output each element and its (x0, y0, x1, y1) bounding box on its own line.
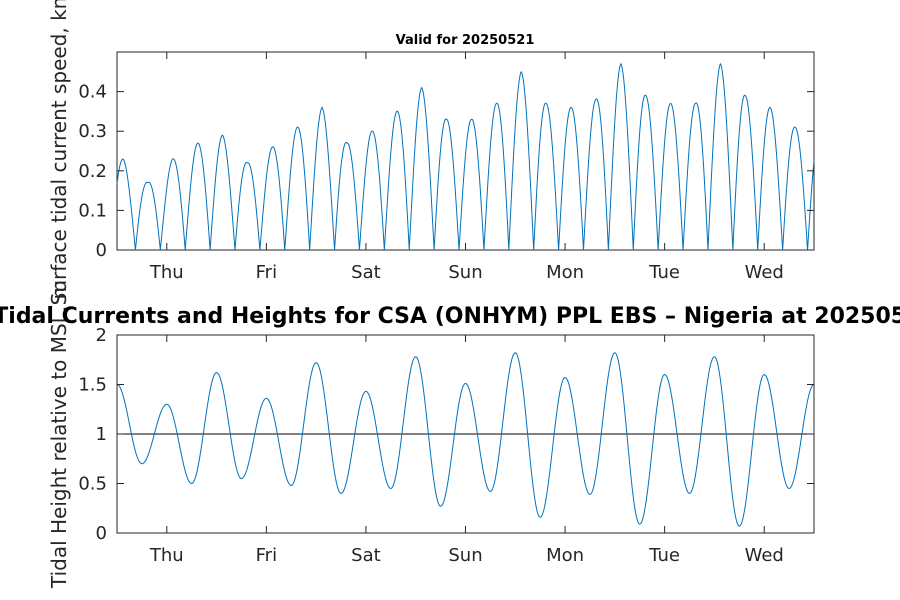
current-speed-y-ticks: 0 0.1 0.2 0.3 0.4 (78, 82, 814, 261)
y-tick-label: 0.5 (78, 474, 107, 495)
figure-title: Tidal Currents and Heights for CSA (ONHY… (0, 304, 900, 329)
current-speed-title: Valid for 20250521 (396, 33, 535, 48)
tidal-height-y-ticks: 0 0.5 1 1.5 2 (78, 325, 814, 544)
tidal-height-line (116, 352, 815, 527)
x-tick-label: Tue (648, 262, 680, 283)
x-tick-label: Sat (351, 262, 381, 283)
x-tick-label: Sat (351, 545, 381, 566)
x-tick-label: Fri (256, 545, 277, 566)
x-tick-label: Mon (546, 262, 584, 283)
tidal-height-x-ticks: Thu Fri Sat Sun Mon Tue Wed (149, 335, 784, 566)
x-tick-label: Sun (448, 262, 482, 283)
tidal-height-series (116, 352, 815, 527)
current-speed-series (116, 62, 815, 251)
x-tick-label: Fri (256, 262, 277, 283)
x-tick-label: Mon (546, 545, 584, 566)
x-tick-label: Thu (149, 545, 184, 566)
x-tick-label: Tue (648, 545, 680, 566)
y-tick-label: 0.2 (78, 161, 107, 182)
tidal-height-axes: 0 0.5 1 1.5 2 Thu Fri Sat Sun Mon Tue Wed Tidal He… (47, 280, 815, 589)
current-speed-line (116, 62, 815, 251)
y-tick-label: 0.4 (78, 82, 107, 103)
y-tick-label: 1 (96, 424, 107, 445)
y-tick-label: 0 (96, 240, 107, 261)
current-speed-y-label: Surface tidal current speed, kn (47, 0, 71, 305)
y-tick-label: 0.1 (78, 200, 107, 221)
tidal-height-y-label: Tidal Height relative to MSL, m (47, 280, 71, 589)
x-tick-label: Wed (745, 262, 784, 283)
x-tick-label: Sun (448, 545, 482, 566)
y-tick-label: 0.3 (78, 121, 107, 142)
x-tick-label: Wed (745, 545, 784, 566)
current-speed-axes: 0 0.1 0.2 0.3 0.4 Thu Fri Sat Sun Mon Tue Wed Vali… (47, 0, 815, 305)
x-tick-label: Thu (149, 262, 184, 283)
y-tick-label: 0 (96, 523, 107, 544)
y-tick-label: 2 (96, 325, 107, 346)
y-tick-label: 1.5 (78, 375, 107, 396)
current-speed-x-ticks: Thu Fri Sat Sun Mon Tue Wed (149, 52, 784, 283)
